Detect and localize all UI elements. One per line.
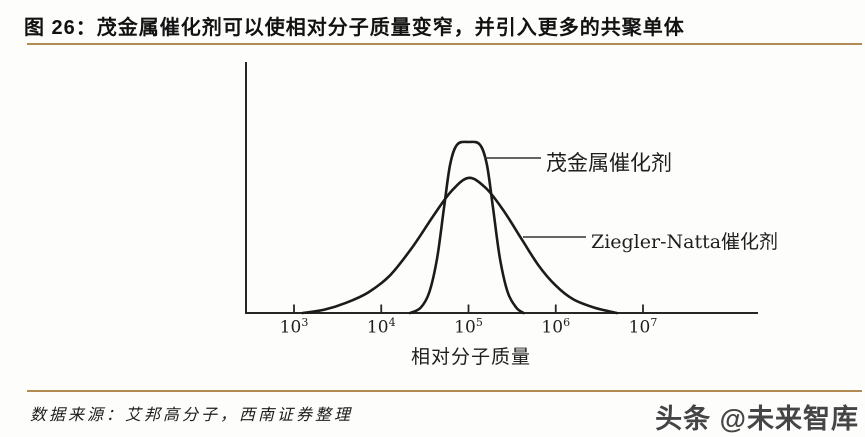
title-divider-line (27, 43, 862, 45)
ziegler-natta-curve (301, 176, 619, 315)
distribution-curves (301, 140, 619, 315)
x-tick-label-1e7: 107 (628, 316, 658, 338)
chart-axes (245, 62, 758, 314)
x-axis-title: 相对分子质量 (410, 346, 531, 368)
metallocene-curve (408, 140, 525, 315)
data-source-note: 数据来源：艾邦高分子，西南证券整理 (30, 407, 354, 424)
x-tick-label-1e4: 104 (366, 316, 396, 338)
figure-title: 图 26：茂金属催化剂可以使相对分子质量变窄，并引入更多的共聚单体 (24, 17, 685, 39)
footer-divider-line (27, 390, 862, 392)
metallocene-series-label: 茂金属催化剂 (546, 151, 672, 175)
toutiao-watermark: 头条 @未来智库 (655, 404, 859, 434)
x-tick-label-1e3: 103 (279, 316, 309, 338)
x-tick-label-1e5: 105 (454, 316, 483, 338)
x-axis-tick-marks (293, 304, 644, 314)
x-tick-label-1e6: 106 (541, 316, 571, 338)
ziegler-natta-series-label: Ziegler-Natta催化剂 (591, 231, 779, 253)
